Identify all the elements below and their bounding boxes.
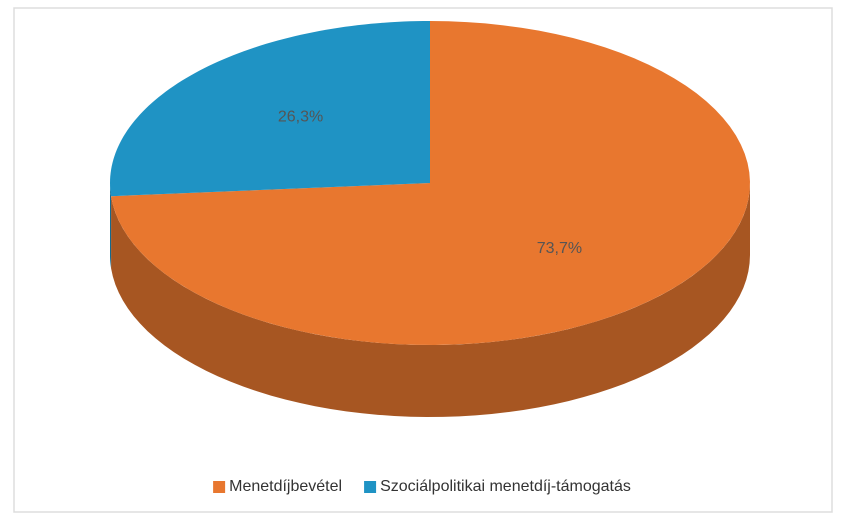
legend-swatch (213, 481, 226, 493)
value-label: 73,7% (537, 240, 582, 257)
legend-item: Szociálpolitikai menetdíj-támogatás (364, 478, 631, 495)
legend-item: Menetdíjbevétel (213, 478, 342, 495)
pie: 73,7% 26,3% (110, 21, 751, 417)
legend-label: Szociálpolitikai menetdíj-támogatás (380, 478, 631, 495)
legend-swatch (364, 481, 377, 493)
slice-side (110, 183, 112, 269)
legend: Menetdíjbevétel Szociálpolitikai menetdíj… (213, 478, 631, 495)
slice (111, 21, 750, 345)
slice-side (111, 183, 751, 417)
legend-label: Menetdíjbevétel (229, 478, 342, 495)
value-label: 26,3% (278, 108, 323, 125)
slice (110, 21, 430, 197)
